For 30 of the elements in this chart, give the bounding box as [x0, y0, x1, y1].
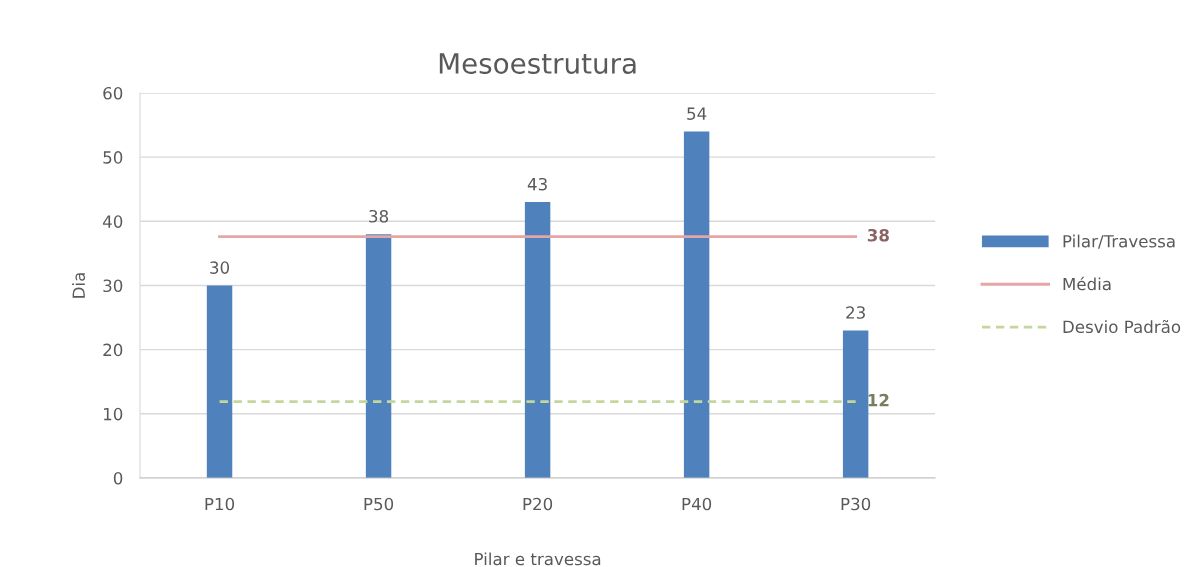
bar [365, 234, 392, 478]
legend-label: Desvio Padrão [1063, 319, 1181, 334]
y-tick-label: 40 [102, 215, 123, 228]
data-label: 43 [527, 177, 547, 191]
chart-title: Mesoestrutura [439, 53, 636, 74]
data-label: 38 [867, 228, 889, 242]
y-tick-label: 30 [103, 279, 123, 293]
y-tick-label: 20 [103, 343, 123, 357]
x-axis-title: Pilar e travessa [475, 552, 601, 566]
legend-label: Pilar/Travessa [1063, 234, 1175, 249]
bar [524, 202, 551, 478]
x-tick-label: P10 [205, 497, 235, 511]
bar [206, 285, 233, 478]
bar [683, 131, 710, 478]
y-axis-title: Dia [72, 273, 86, 298]
data-label: 23 [846, 306, 865, 319]
data-label: 30 [210, 261, 230, 274]
y-tick-label: 50 [103, 151, 123, 164]
data-label: 54 [687, 107, 707, 120]
legend-label: Média [1063, 276, 1111, 291]
data-label: 38 [369, 209, 389, 223]
x-tick-label: P30 [841, 497, 871, 511]
data-label: 12 [868, 393, 889, 407]
x-tick-label: P50 [364, 497, 394, 511]
x-tick-label: P40 [682, 497, 712, 511]
y-tick-label: 10 [103, 407, 123, 421]
x-tick-label: P20 [523, 497, 553, 511]
bar [842, 330, 869, 478]
y-tick-label: 0 [113, 471, 123, 485]
y-tick-label: 60 [103, 86, 123, 100]
